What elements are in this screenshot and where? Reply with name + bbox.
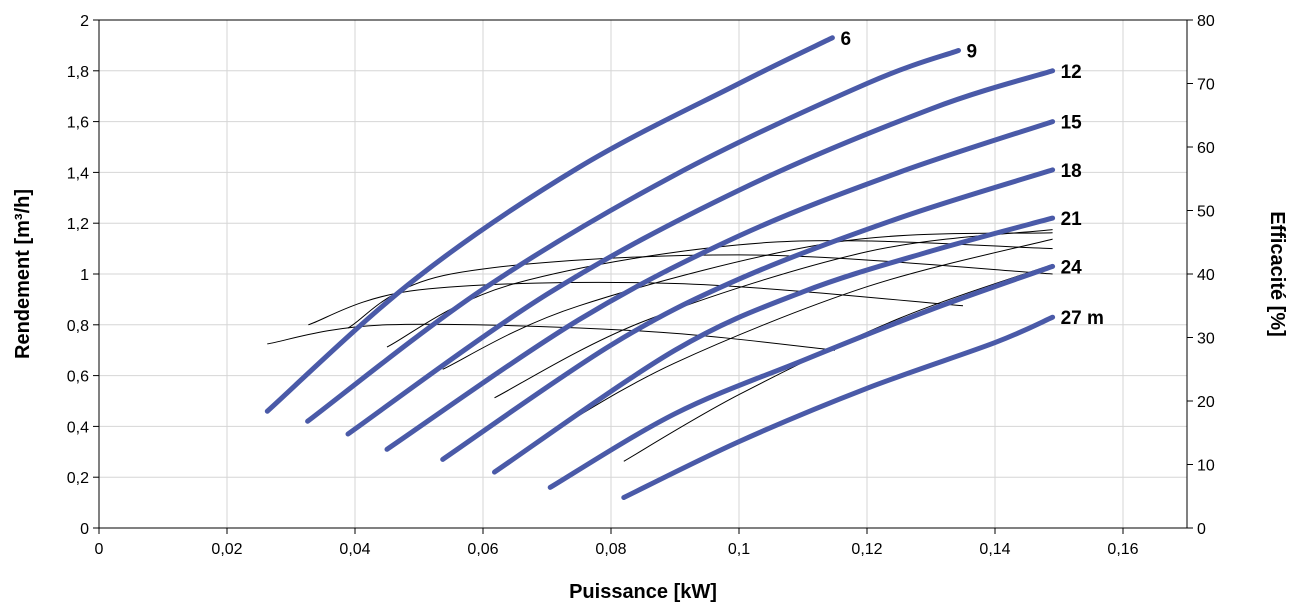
y-tick-label: 1,6 [67,115,89,132]
y2-tick-label: 30 [1197,331,1215,348]
x-tick-label: 0,12 [851,541,882,558]
x-tick-label: 0,08 [595,541,626,558]
y-axis-title: Rendement [m³/h] [12,189,34,359]
x-tick-label: 0,16 [1107,541,1138,558]
y-tick-label: 0,8 [67,318,89,335]
y-tick-label: 1 [80,267,89,284]
head-curve-label: 24 [1061,257,1083,278]
head-curve-line [547,263,1056,490]
x-tick-label: 0,04 [339,541,370,558]
y-tick-label: 0,4 [67,419,89,436]
y-axis-ticks: 0 0,2 0,4 0,6 0,8 1 1,2 1,4 1,6 1,8 2 [67,13,99,538]
efficiency-curve [347,254,1053,329]
x-axis-title: Puissance [kW] [569,581,717,603]
head-curve-line [440,167,1056,462]
x-tick-label: 0 [95,541,104,558]
y-tick-label: 0,2 [67,470,89,487]
head-curve-line [621,314,1056,500]
head-curve-label: 21 [1061,209,1083,230]
head-curve-labels: 6 9 12 15 18 21 24 27 m [840,29,1103,329]
efficiency-curve [623,264,1053,462]
x-tick-label: 0,02 [211,541,242,558]
head-curve-label: 15 [1061,113,1083,134]
y2-tick-label: 50 [1197,204,1215,221]
efficiency-curve [494,229,1053,399]
y2-tick-label: 60 [1197,140,1215,157]
head-curve-label: 9 [967,41,978,62]
head-curve-line [345,68,1056,437]
y2-tick-label: 70 [1197,77,1215,94]
y-tick-label: 2 [80,13,89,30]
y-tick-label: 1,2 [67,216,89,233]
y-tick-label: 1,4 [67,165,89,182]
x-tick-label: 0,1 [728,541,750,558]
head-curve-label: 12 [1061,62,1082,83]
head-curve-line [492,215,1056,475]
head-curve-line [305,48,961,424]
head-curve-line [384,119,1056,452]
x-tick-label: 0,14 [979,541,1010,558]
efficiency-curve [442,232,1053,370]
head-curve-label: 18 [1061,161,1082,182]
y2-tick-label: 10 [1197,458,1215,475]
y-tick-label: 0,6 [67,369,89,386]
efficiency-curve [308,281,964,326]
efficiency-curve [549,238,1053,434]
y-tick-label: 1,8 [67,64,89,81]
head-curve-line [264,35,835,414]
x-tick-label: 0,06 [467,541,498,558]
head-curve-label: 6 [840,29,851,50]
x-axis-ticks: 0 0,02 0,04 0,06 0,08 0,1 0,12 0,14 0,16 [95,528,1139,558]
y2-tick-label: 80 [1197,13,1215,30]
y2-tick-label: 0 [1197,521,1206,538]
head-curve-label: 27 m [1061,308,1104,329]
y-tick-label: 0 [80,521,89,538]
y2-tick-label: 40 [1197,267,1215,284]
y2-axis-ticks: 0 10 20 30 40 50 60 70 80 [1187,13,1215,538]
y2-tick-label: 20 [1197,394,1215,411]
head-curves [264,35,1056,500]
y2-axis-title: Efficacité [%] [1266,211,1288,337]
